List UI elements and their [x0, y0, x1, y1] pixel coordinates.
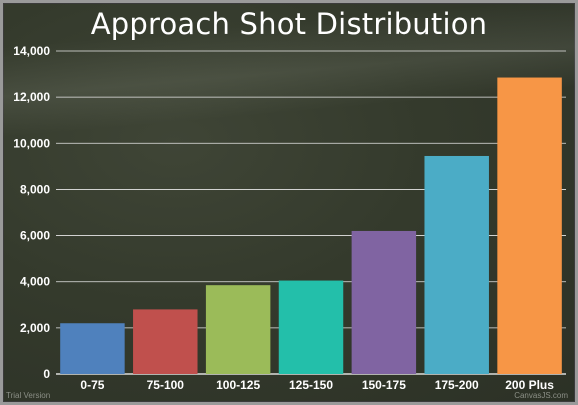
bar-175-200[interactable]: [424, 155, 489, 374]
watermark-left: Trial Version: [6, 391, 50, 400]
bars: [60, 77, 562, 375]
y-tick-label: 14,000: [13, 44, 50, 58]
bar-200-plus[interactable]: [497, 77, 562, 375]
y-tick-label: 6,000: [20, 229, 50, 243]
bar-100-125[interactable]: [205, 285, 271, 374]
y-axis-tick-labels: 0 2,000 4,000 6,000 8,000 10,000 12,000 14,000: [13, 44, 50, 381]
y-tick-label: 12,000: [13, 90, 50, 104]
x-tick-label: 75-100: [147, 378, 185, 392]
x-tick-label: 100-125: [216, 378, 260, 392]
y-tick-label: 8,000: [20, 182, 50, 196]
watermark-right: CanvasJS.com: [514, 391, 568, 400]
x-tick-label: 150-175: [362, 378, 406, 392]
bar-75-100[interactable]: [133, 309, 198, 374]
x-axis-tick-labels: 0-75 75-100 100-125 125-150 150-175 175-200 20…: [80, 378, 554, 392]
y-tick-label: 4,000: [20, 275, 50, 289]
y-tick-label: 2,000: [20, 321, 50, 335]
x-tick-label: 0-75: [80, 378, 104, 392]
x-tick-label: 125-150: [289, 378, 333, 392]
x-tick-label: 200 Plus: [505, 378, 554, 392]
bar-150-175[interactable]: [351, 230, 417, 374]
y-tick-label: 10,000: [13, 136, 50, 150]
bar-125-150[interactable]: [278, 280, 344, 374]
bar-0-75[interactable]: [60, 323, 125, 374]
y-tick-label: 0: [43, 367, 50, 381]
x-tick-label: 175-200: [435, 378, 479, 392]
chart-title: Approach Shot Distribution: [90, 7, 488, 41]
